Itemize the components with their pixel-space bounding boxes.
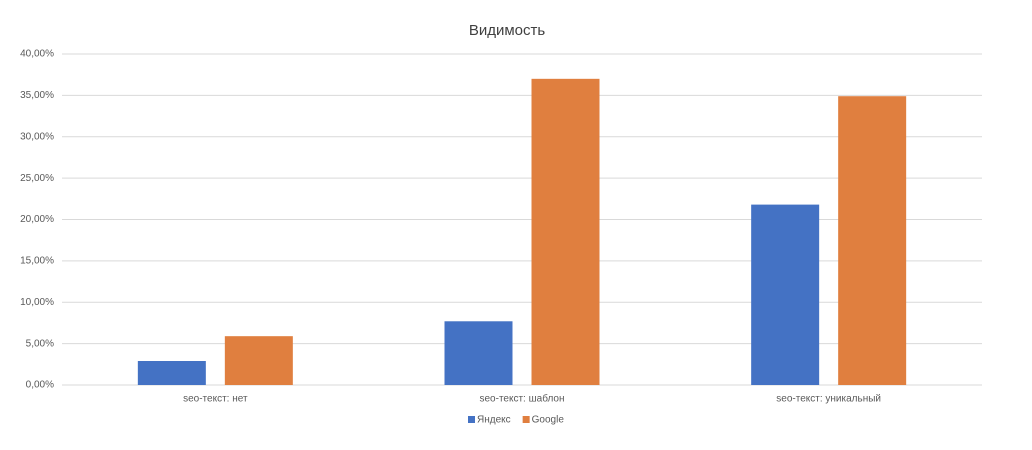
bar (224, 336, 293, 385)
bar (838, 96, 907, 385)
x-tick-label: seo-текст: нет (183, 394, 248, 405)
y-tick-label: 25,00% (20, 173, 54, 184)
legend-swatch (468, 416, 475, 423)
y-tick-label: 30,00% (20, 131, 54, 142)
legend-label: Яндекс (477, 415, 511, 426)
legend-label: Google (532, 415, 565, 426)
x-tick-label: seo-текст: шаблон (480, 393, 565, 405)
y-tick-label: 20,00% (20, 214, 54, 225)
y-tick-label: 0,00% (26, 380, 54, 391)
y-tick-label: 5,00% (26, 338, 54, 349)
bar (444, 321, 513, 385)
y-tick-label: 15,00% (20, 256, 54, 267)
y-tick-label: 10,00% (20, 297, 54, 308)
y-tick-label: 40,00% (20, 49, 54, 60)
bar (531, 78, 600, 385)
bar (137, 361, 206, 385)
bar (751, 204, 820, 385)
x-tick-label: seo-текст: уникальный (776, 394, 881, 405)
chart-title: Видимость (469, 22, 546, 39)
y-tick-label: 35,00% (20, 90, 54, 101)
legend-swatch (522, 416, 530, 423)
